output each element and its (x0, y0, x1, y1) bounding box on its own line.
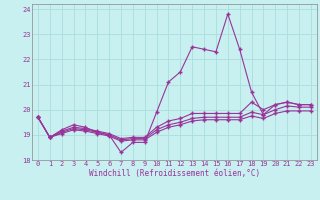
X-axis label: Windchill (Refroidissement éolien,°C): Windchill (Refroidissement éolien,°C) (89, 169, 260, 178)
